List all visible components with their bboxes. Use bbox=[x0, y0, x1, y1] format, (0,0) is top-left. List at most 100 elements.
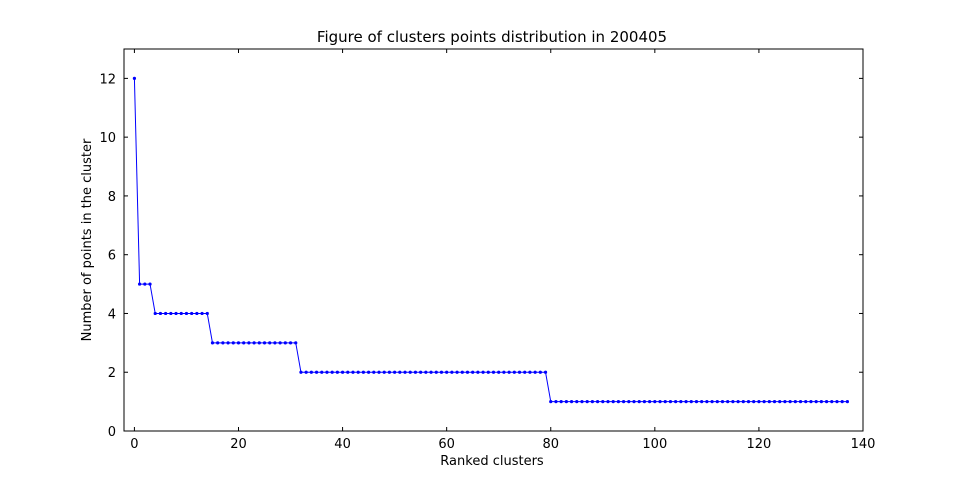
data-point bbox=[595, 400, 600, 404]
data-point bbox=[268, 341, 272, 345]
data-point bbox=[273, 341, 277, 345]
data-point bbox=[845, 400, 849, 404]
y-tick-label: 2 bbox=[108, 366, 116, 381]
data-point bbox=[184, 311, 189, 316]
data-point bbox=[190, 311, 194, 316]
data-point bbox=[413, 370, 418, 374]
data-point bbox=[824, 400, 829, 404]
data-point bbox=[132, 76, 137, 80]
data-point bbox=[507, 370, 511, 374]
y-tick-label: 10 bbox=[99, 131, 116, 146]
data-point bbox=[439, 370, 444, 374]
data-point bbox=[278, 341, 282, 345]
data-point bbox=[757, 400, 761, 404]
data-point bbox=[200, 311, 204, 316]
data-point bbox=[543, 370, 548, 374]
data-point bbox=[804, 400, 808, 404]
data-point bbox=[674, 400, 678, 404]
data-point bbox=[372, 370, 376, 374]
data-point bbox=[772, 400, 777, 404]
data-point bbox=[705, 400, 709, 404]
data-point bbox=[195, 311, 199, 316]
data-point bbox=[606, 400, 610, 404]
data-point bbox=[387, 370, 392, 374]
data-point bbox=[445, 370, 449, 374]
chart-title: Figure of clusters points distribution i… bbox=[317, 28, 667, 46]
data-point bbox=[720, 400, 725, 404]
data-point bbox=[419, 370, 423, 374]
data-point bbox=[429, 370, 433, 374]
data-point bbox=[616, 400, 621, 404]
data-point bbox=[491, 370, 496, 374]
data-point bbox=[585, 400, 589, 404]
data-point bbox=[658, 400, 662, 404]
x-tick-label: 120 bbox=[747, 437, 772, 452]
data-point bbox=[455, 370, 459, 374]
data-point bbox=[783, 400, 787, 404]
data-point bbox=[814, 400, 818, 404]
data-point bbox=[549, 400, 553, 404]
data-point bbox=[309, 370, 313, 374]
data-point bbox=[314, 370, 319, 374]
data-point bbox=[835, 400, 839, 404]
x-tick-label: 80 bbox=[542, 437, 559, 452]
data-point bbox=[236, 341, 241, 345]
data-point bbox=[564, 400, 568, 404]
y-axis-label: Number of points in the cluster bbox=[80, 138, 95, 341]
plot-layer bbox=[132, 76, 849, 404]
data-point bbox=[819, 400, 823, 404]
data-point bbox=[700, 400, 704, 404]
data-point bbox=[377, 370, 381, 374]
data-point bbox=[346, 370, 350, 374]
data-point bbox=[627, 400, 631, 404]
data-point bbox=[517, 370, 522, 374]
data-point bbox=[767, 400, 771, 404]
data-point bbox=[840, 400, 844, 404]
y-tick-label: 4 bbox=[108, 307, 116, 322]
data-point bbox=[684, 400, 688, 404]
data-point bbox=[366, 370, 371, 374]
data-point bbox=[320, 370, 324, 374]
data-point bbox=[653, 400, 657, 404]
data-point bbox=[294, 341, 298, 345]
data-point bbox=[210, 341, 215, 345]
data-point bbox=[143, 282, 147, 286]
data-point bbox=[798, 400, 803, 404]
data-point bbox=[356, 370, 360, 374]
y-tick-label: 12 bbox=[99, 72, 116, 87]
data-point bbox=[632, 400, 636, 404]
ticks-layer: 0 20 40 60 80 100 120 140 0 2 4 6 8 10 12 bbox=[99, 49, 875, 452]
data-point bbox=[262, 341, 267, 345]
data-point bbox=[762, 400, 766, 404]
data-point bbox=[257, 341, 261, 345]
x-tick-label: 60 bbox=[438, 437, 455, 452]
data-point bbox=[590, 400, 594, 404]
data-point bbox=[424, 370, 428, 374]
data-point bbox=[398, 370, 402, 374]
data-point bbox=[174, 311, 178, 316]
data-point bbox=[247, 341, 251, 345]
x-axis-label: Ranked clusters bbox=[440, 454, 544, 469]
data-point bbox=[559, 400, 563, 404]
data-point bbox=[793, 400, 797, 404]
x-tick-label: 140 bbox=[851, 437, 876, 452]
data-point bbox=[221, 341, 225, 345]
data-point bbox=[304, 370, 308, 374]
data-point bbox=[538, 370, 542, 374]
data-point bbox=[153, 311, 157, 316]
data-point bbox=[554, 400, 558, 404]
data-point bbox=[679, 400, 683, 404]
data-point bbox=[746, 400, 751, 404]
data-point bbox=[299, 370, 303, 374]
data-point bbox=[169, 311, 173, 316]
data-point bbox=[179, 311, 183, 316]
data-point bbox=[726, 400, 730, 404]
data-point bbox=[335, 370, 339, 374]
x-tick-label: 0 bbox=[130, 437, 138, 452]
data-point bbox=[148, 282, 152, 286]
data-point bbox=[731, 400, 735, 404]
data-point bbox=[138, 282, 142, 286]
data-point bbox=[569, 400, 574, 404]
data-point bbox=[231, 341, 235, 345]
data-point bbox=[382, 370, 386, 374]
